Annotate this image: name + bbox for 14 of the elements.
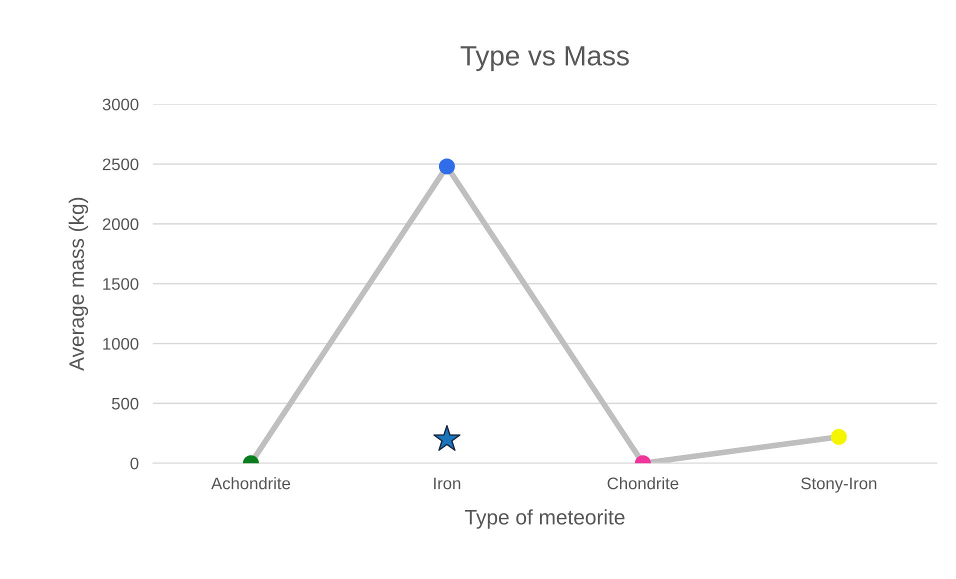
y-tick-label: 2000 bbox=[102, 218, 138, 230]
y-tick-label: 0 bbox=[130, 458, 138, 470]
chart-title: Type vs Mass bbox=[460, 46, 629, 72]
x-tick-label: Iron bbox=[434, 478, 460, 490]
y-tick-label: 1000 bbox=[103, 338, 138, 350]
x-tick-label: Stony-Iron bbox=[801, 478, 876, 493]
x-axis-title: Type of meteorite bbox=[464, 509, 624, 529]
y-tick-label: 2500 bbox=[102, 158, 138, 170]
y-tick-label: 500 bbox=[112, 398, 138, 410]
x-tick-label: Chondrite bbox=[608, 477, 678, 490]
y-axis-title: Average mass (kg) bbox=[68, 198, 88, 371]
y-tick-label: 3000 bbox=[102, 98, 138, 110]
x-tick-label: Achondrite bbox=[211, 477, 290, 490]
y-tick-label: 1500 bbox=[103, 278, 138, 290]
